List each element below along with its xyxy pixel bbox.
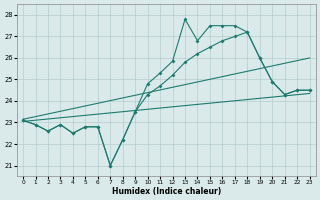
X-axis label: Humidex (Indice chaleur): Humidex (Indice chaleur) — [112, 187, 221, 196]
